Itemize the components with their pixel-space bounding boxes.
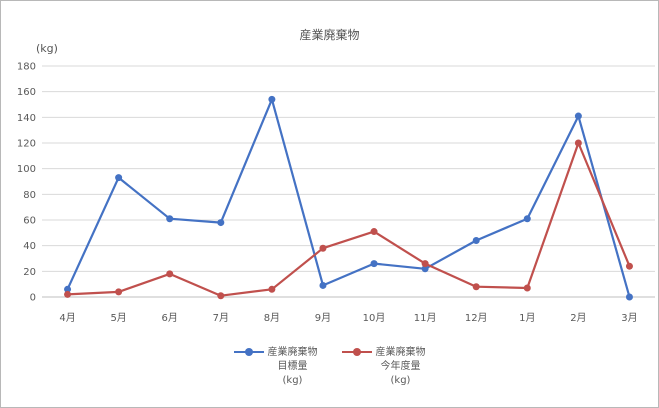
- y-tick-label-20: 20: [23, 267, 36, 278]
- legend-label-target-line2: 目標量: [277, 361, 308, 372]
- legend-swatch-target: [233, 346, 264, 358]
- series-1-point-2: [115, 174, 123, 182]
- legend-label-target-line3: (kg): [282, 375, 303, 386]
- y-tick-label-0: 0: [30, 293, 36, 304]
- series-1-point-3: [166, 215, 174, 223]
- legend-item-actual: 産業廃棄物 今年度量 (kg): [341, 346, 426, 388]
- y-tick-label-80: 80: [23, 190, 36, 201]
- legend-label-target-line1: 産業廃棄物: [267, 347, 318, 358]
- series-2-point-2: [115, 288, 123, 296]
- x-tick-label-3: 6月: [162, 312, 178, 324]
- y-axis-unit-label: (kg): [36, 42, 58, 55]
- x-tick-label-10: 1月: [519, 312, 535, 324]
- series-2-point-5: [268, 285, 276, 293]
- series-1-point-11: [574, 112, 582, 120]
- series-1-point-7: [370, 260, 378, 268]
- series-2-point-8: [421, 260, 429, 268]
- series-1-point-4: [217, 219, 225, 227]
- x-tick-label-7: 10月: [363, 312, 386, 324]
- x-tick-label-5: 8月: [264, 312, 280, 324]
- series-2-point-10: [523, 284, 531, 292]
- series-1-point-10: [523, 215, 531, 223]
- series-1-point-5: [268, 95, 276, 103]
- series-2-point-3: [166, 270, 174, 278]
- legend-label-actual-line3: (kg): [390, 375, 411, 386]
- legend-label-actual-line1: 産業廃棄物: [375, 347, 426, 358]
- series-2-point-1: [64, 290, 72, 298]
- y-tick-label-160: 160: [17, 87, 36, 98]
- legend: 産業廃棄物 目標量 (kg) 産業廃棄物 今年度量 (kg): [0, 346, 659, 388]
- series-line-2: [67, 141, 631, 297]
- legend-label-actual-line2: 今年度量: [380, 361, 421, 372]
- x-tick-label-1: 4月: [59, 312, 75, 324]
- chart-title: 産業廃棄物: [299, 28, 360, 42]
- series-1-point-8: [421, 265, 429, 273]
- y-tick-label-100: 100: [17, 164, 36, 175]
- x-tick-label-2: 5月: [110, 312, 126, 324]
- series-2-point-7: [370, 228, 378, 236]
- y-tick-label-40: 40: [23, 241, 36, 252]
- series-1-point-9: [472, 237, 480, 245]
- x-tick-label-12: 3月: [621, 312, 637, 324]
- legend-item-target: 産業廃棄物 目標量 (kg): [233, 346, 318, 388]
- x-tick-label-8: 11月: [414, 312, 437, 324]
- legend-label-target: 産業廃棄物 目標量 (kg): [268, 346, 318, 388]
- series-2-point-12: [625, 262, 633, 270]
- x-tick-label-11: 2月: [570, 312, 586, 324]
- series-1-point-1: [64, 285, 72, 293]
- series-2-point-9: [472, 283, 480, 291]
- x-tick-label-6: 9月: [315, 312, 331, 324]
- y-tick-label-120: 120: [17, 139, 36, 150]
- y-tick-label-180: 180: [17, 62, 36, 73]
- series-line-1: [66, 98, 631, 298]
- legend-label-actual: 産業廃棄物 今年度量 (kg): [376, 346, 426, 388]
- x-tick-label-9: 12月: [465, 312, 488, 324]
- legend-swatch-actual: [341, 346, 372, 358]
- series-1-point-12: [625, 293, 633, 301]
- y-tick-label-140: 140: [17, 113, 36, 124]
- series-2-point-4: [217, 292, 225, 300]
- y-tick-label-60: 60: [23, 216, 36, 227]
- series-2-point-11: [574, 139, 582, 147]
- series-1-point-6: [319, 281, 327, 289]
- series-2-point-6: [319, 244, 327, 252]
- x-tick-label-4: 7月: [213, 312, 229, 324]
